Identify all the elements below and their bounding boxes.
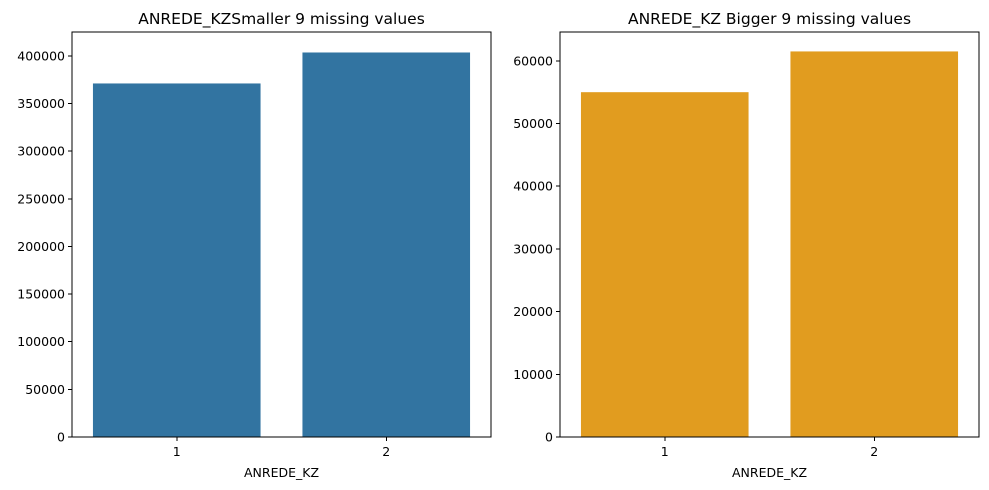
bar-1 — [580, 92, 749, 437]
chart-right: ANREDE_KZ Bigger 9 missing values 0 10000… — [513, 10, 980, 480]
y-tick-label: 60000 — [513, 53, 553, 68]
y-tick-label: 40000 — [513, 179, 553, 194]
bar-2 — [790, 51, 959, 437]
x-tick-label: 2 — [382, 444, 390, 459]
bar-group — [92, 52, 471, 438]
x-tick-label: 1 — [173, 444, 181, 459]
y-axis: 0 50000 100000 150000 200000 250000 300000 3500… — [17, 48, 72, 445]
x-axis-label: ANREDE_KZ — [244, 465, 319, 480]
x-axis-label: ANREDE_KZ — [732, 465, 807, 480]
y-tick-label: 100000 — [17, 334, 65, 349]
y-tick-label: 50000 — [25, 382, 65, 397]
y-tick-label: 400000 — [17, 48, 65, 63]
plot-frame — [71, 31, 492, 438]
y-tick-label: 50000 — [513, 116, 553, 131]
bar-2 — [302, 52, 471, 438]
y-tick-label: 250000 — [17, 191, 65, 206]
y-axis: 0 10000 20000 30000 40000 50000 60000 — [513, 53, 560, 445]
y-tick-label: 0 — [57, 430, 65, 445]
y-tick-label: 20000 — [513, 304, 553, 319]
y-tick-label: 10000 — [513, 367, 553, 382]
bar-1 — [92, 83, 261, 437]
y-tick-label: 0 — [545, 430, 553, 445]
y-tick-label: 300000 — [17, 144, 65, 159]
chart-title: ANREDE_KZSmaller 9 missing values — [138, 10, 425, 29]
y-tick-label: 350000 — [17, 96, 65, 111]
plot-frame — [559, 31, 980, 438]
y-tick-label: 150000 — [17, 287, 65, 302]
chart-title: ANREDE_KZ Bigger 9 missing values — [628, 10, 911, 29]
x-tick-label: 2 — [870, 444, 878, 459]
y-tick-label: 200000 — [17, 239, 65, 254]
y-tick-label: 30000 — [513, 241, 553, 256]
bar-group — [580, 51, 959, 437]
x-tick-label: 1 — [661, 444, 669, 459]
chart-left: ANREDE_KZSmaller 9 missing values 0 50000… — [17, 10, 492, 480]
